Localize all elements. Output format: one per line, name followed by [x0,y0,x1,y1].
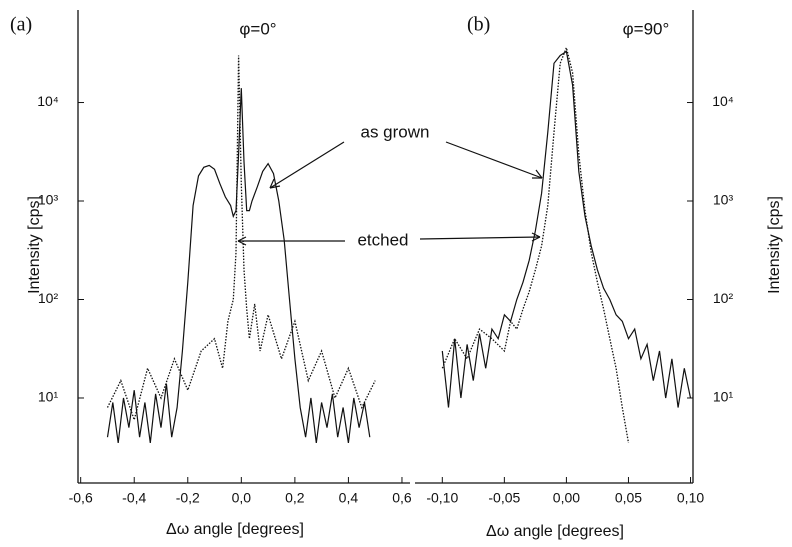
x-tick-label: -0,05 [488,490,520,506]
y-axis-label: Intensity [cps] [26,196,43,294]
arrow [419,236,541,240]
data-line [441,50,692,408]
y-tick-label: 10⁴ [712,93,734,109]
chart-title: φ=90° [623,19,670,38]
panel-label: (b) [467,14,490,36]
x-tick-label: -0,10 [426,490,458,506]
y-axis-label: Intensity [cps] [766,196,783,294]
arrow-head [269,178,281,189]
x-tick-label: 0,0 [232,490,252,506]
x-tick-label: 0,05 [615,490,642,506]
x-tick-label: 0,2 [285,490,305,506]
y-tick-label: 10² [713,290,734,306]
y-tick-label: 10¹ [38,389,59,405]
annotation: as grown [361,122,430,141]
x-tick-label: -0,4 [122,490,146,506]
x-axis-label: Δω angle [degrees] [486,523,624,540]
x-tick-label: -0,2 [176,490,200,506]
y-tick-label: 10⁴ [37,93,59,109]
x-tick-label: 0,4 [339,490,359,506]
arrow-head [532,169,543,179]
arrow-head [237,236,247,246]
arrows [237,141,543,246]
data-line [441,45,630,444]
data-line [106,88,371,443]
x-tick-label: 0,6 [392,490,412,506]
x-tick-label: -0,6 [69,490,93,506]
annotation: etched [357,230,408,249]
y-tick-label: 10³ [38,192,59,208]
y-tick-label: 10¹ [713,389,734,405]
data-line [106,55,376,423]
x-tick-label: 0,10 [677,490,704,506]
arrow [445,141,543,179]
arrow [269,141,345,189]
chart-title: φ=0° [239,19,276,38]
x-tick-label: 0,00 [553,490,580,506]
y-tick-label: 10³ [713,192,734,208]
y-tick-label: 10² [38,290,59,306]
panel-label: (a) [10,14,32,36]
x-axis-label: Δω angle [degrees] [166,521,304,538]
